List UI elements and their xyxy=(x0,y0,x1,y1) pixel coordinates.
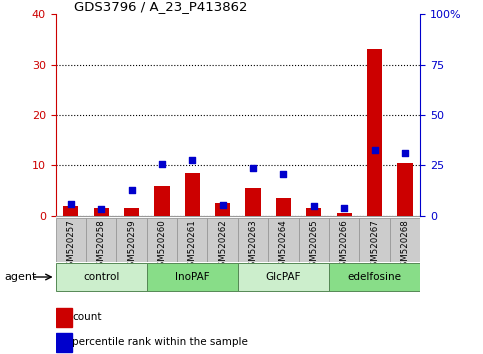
Point xyxy=(67,201,74,207)
Text: GSM520267: GSM520267 xyxy=(370,219,379,272)
Text: GSM520265: GSM520265 xyxy=(309,219,318,272)
Point xyxy=(158,162,166,167)
Bar xyxy=(215,203,230,216)
Bar xyxy=(177,218,208,262)
Point xyxy=(219,202,227,208)
Bar xyxy=(329,218,359,262)
Text: InoPAF: InoPAF xyxy=(175,272,210,282)
Bar xyxy=(337,213,352,216)
Bar xyxy=(329,263,420,291)
Point xyxy=(97,206,105,212)
Text: edelfosine: edelfosine xyxy=(348,272,402,282)
Bar xyxy=(86,218,116,262)
Text: GSM520263: GSM520263 xyxy=(249,219,257,272)
Bar xyxy=(56,333,71,352)
Bar xyxy=(147,263,238,291)
Bar xyxy=(147,218,177,262)
Bar xyxy=(306,209,322,216)
Bar xyxy=(56,218,86,262)
Bar xyxy=(398,163,412,216)
Bar xyxy=(116,218,147,262)
Bar xyxy=(359,218,390,262)
Bar xyxy=(390,218,420,262)
Bar xyxy=(63,206,78,216)
Bar xyxy=(94,209,109,216)
Text: GSM520266: GSM520266 xyxy=(340,219,349,272)
Text: GSM520264: GSM520264 xyxy=(279,219,288,272)
Text: GSM520260: GSM520260 xyxy=(157,219,167,272)
Bar xyxy=(238,263,329,291)
Point xyxy=(401,150,409,156)
Bar xyxy=(154,185,170,216)
Point xyxy=(371,148,379,153)
Text: count: count xyxy=(72,312,101,322)
Text: GDS3796 / A_23_P413862: GDS3796 / A_23_P413862 xyxy=(74,0,247,13)
Bar xyxy=(298,218,329,262)
Text: control: control xyxy=(83,272,119,282)
Bar xyxy=(185,173,200,216)
Text: agent: agent xyxy=(5,272,37,282)
Point xyxy=(280,171,287,176)
Point xyxy=(249,165,257,170)
Text: GSM520268: GSM520268 xyxy=(400,219,410,272)
Point xyxy=(310,203,318,209)
Point xyxy=(188,158,196,163)
Point xyxy=(341,205,348,211)
Bar xyxy=(56,308,71,327)
Point xyxy=(128,187,135,193)
Text: GSM520258: GSM520258 xyxy=(97,219,106,272)
Text: GSM520257: GSM520257 xyxy=(66,219,75,272)
Bar xyxy=(276,198,291,216)
Bar xyxy=(56,263,147,291)
Text: GSM520259: GSM520259 xyxy=(127,219,136,272)
Bar xyxy=(268,218,298,262)
Text: GSM520261: GSM520261 xyxy=(188,219,197,272)
Text: GSM520262: GSM520262 xyxy=(218,219,227,272)
Bar xyxy=(124,209,139,216)
Bar xyxy=(367,50,382,216)
Bar xyxy=(245,188,261,216)
Bar xyxy=(238,218,268,262)
Text: GlcPAF: GlcPAF xyxy=(266,272,301,282)
Text: percentile rank within the sample: percentile rank within the sample xyxy=(72,337,248,347)
Bar xyxy=(208,218,238,262)
